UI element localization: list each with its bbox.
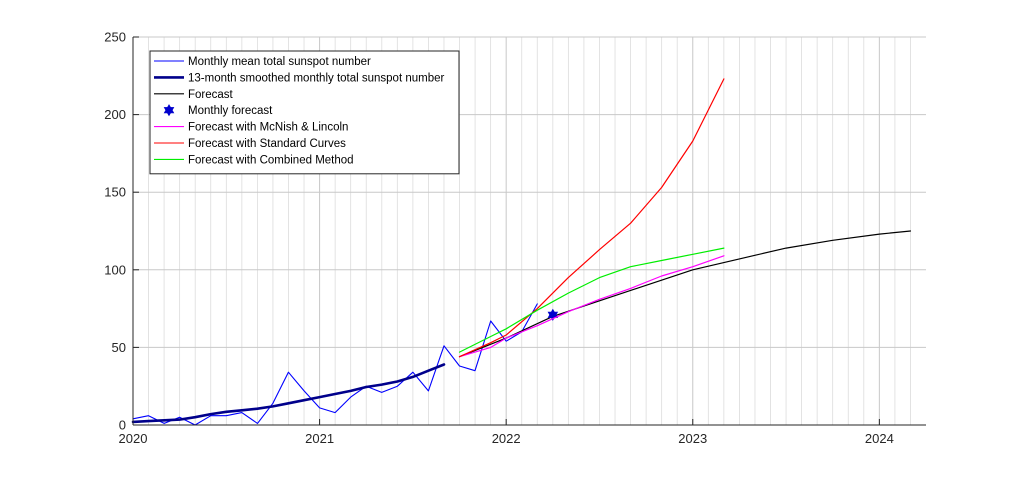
y-tick-label: 100 <box>104 262 126 277</box>
legend-item: Forecast with McNish & Lincoln <box>154 122 348 134</box>
x-tick-label: 2022 <box>492 431 521 446</box>
series-line-5 <box>458 78 725 358</box>
legend: Monthly mean total sunspot number 13-mont… <box>149 50 460 175</box>
x-tick-label: 2023 <box>678 431 707 446</box>
series-line-2 <box>458 230 912 358</box>
monthly-forecast-marker <box>547 308 559 321</box>
legend-item: Monthly forecast <box>163 104 273 117</box>
x-tick-label: 2021 <box>305 431 334 446</box>
series-layer <box>131 78 912 426</box>
legend-label: Forecast with Combined Method <box>188 154 354 166</box>
x-tick-label: 2020 <box>119 431 148 446</box>
legend-box <box>149 50 460 175</box>
legend-label: Forecast with McNish & Lincoln <box>188 122 348 134</box>
legend-item: Forecast with Standard Curves <box>154 138 346 150</box>
series-line-4 <box>458 255 725 358</box>
legend-marker-hexagram <box>163 104 175 117</box>
legend-item: Forecast with Combined Method <box>154 154 354 166</box>
legend-label: 13-month smoothed monthly total sunspot … <box>188 72 445 84</box>
y-tick-label: 50 <box>112 340 126 355</box>
series-line-6 <box>458 247 725 353</box>
legend-label: Forecast with Standard Curves <box>188 138 346 150</box>
axes-layer: 2020 2021 2022 2023 2024 0 50 100 150 200 250 <box>104 30 926 446</box>
y-tick-label: 200 <box>104 107 126 122</box>
legend-label: Monthly forecast <box>188 105 273 117</box>
legend-item: Forecast <box>154 89 234 101</box>
y-tick-label: 150 <box>104 185 126 200</box>
hexagram-part <box>163 107 175 117</box>
legend-label: Monthly mean total sunspot number <box>188 56 371 68</box>
y-tick-label: 0 <box>119 418 126 433</box>
legend-item: 13-month smoothed monthly total sunspot … <box>154 72 445 84</box>
x-tick-label: 2024 <box>865 431 894 446</box>
legend-item: Monthly mean total sunspot number <box>154 56 371 68</box>
hexagram-part <box>547 311 559 321</box>
series-line-1 <box>131 363 446 424</box>
y-tick-label: 250 <box>104 30 126 45</box>
series-line-0 <box>132 303 538 426</box>
legend-label: Forecast <box>188 89 234 101</box>
